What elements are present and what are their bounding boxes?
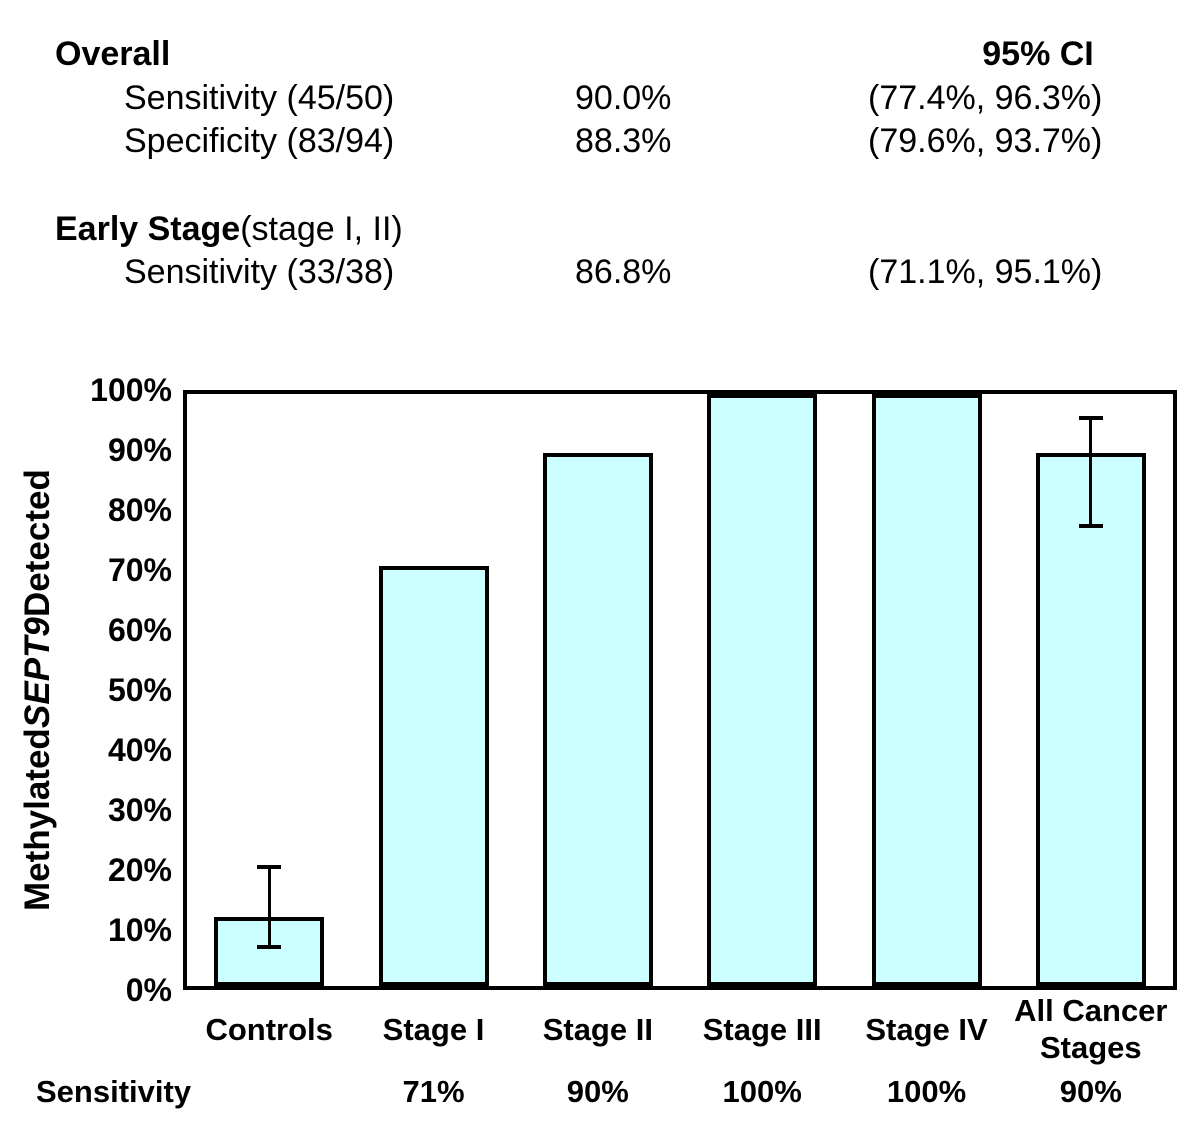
x-label-stage-iv: Stage IV (865, 1011, 988, 1047)
sensitivity-value-stage-iii: 100% (722, 1074, 802, 1109)
early-stage-heading-suffix: (stage I, II) (240, 210, 403, 248)
sensitivity-value-stage-ii: 90% (566, 1074, 629, 1109)
overall-heading: Overall (55, 35, 171, 73)
sensitivity-value-stage-i: 71% (402, 1074, 465, 1109)
early-stage-heading-bold: Early Stage (55, 210, 241, 248)
y-tick-label-20: 20% (107, 852, 172, 888)
overall-specificity-value: 88.3% (575, 122, 672, 160)
x-label-all-cancer-stages: All Cancer Stages (1014, 993, 1168, 1065)
y-tick-label-40: 40% (107, 732, 172, 768)
bar-stage-ii (542, 453, 653, 986)
bar-stage-iii (707, 394, 818, 986)
sensitivity-value-all-cancer-stages: 90% (1059, 1074, 1122, 1109)
x-label-stage-iii: Stage III (702, 1011, 822, 1047)
early-stage-heading: Early Stage (stage I, II) (55, 208, 403, 250)
error-bar-all-cancer-stages (1078, 415, 1103, 528)
y-tick-label-100: 100% (90, 372, 172, 408)
ci-column-heading: 95% CI (982, 35, 1094, 73)
error-bar-controls (257, 865, 282, 949)
early-sensitivity-value: 86.8% (575, 253, 672, 291)
sensitivity-value-stage-iv: 100% (886, 1074, 967, 1109)
x-axis-labels: Controls Stage I Stage II Stage III Stage IV… (183, 990, 1177, 1068)
x-label-stage-i: Stage I (382, 1011, 485, 1047)
y-tick-label-60: 60% (107, 612, 172, 648)
sensitivity-row-label: Sensitivity (36, 1074, 192, 1109)
bar-stage-i (378, 565, 489, 986)
sensitivity-row: Sensitivity 71% 90% 100% 100% 90% (0, 1072, 1200, 1114)
y-tick-label-50: 50% (107, 672, 172, 708)
y-tick-label-10: 10% (107, 912, 172, 948)
overall-specificity-label: Specificity (83/94) (124, 122, 395, 160)
x-label-controls: Controls (205, 1011, 333, 1047)
error-bar-bottom-cap (1078, 523, 1103, 528)
x-label-stage-ii: Stage II (542, 1011, 653, 1047)
early-sensitivity-ci: (71.1%, 95.1%) (868, 253, 1103, 291)
overall-specificity-ci: (79.6%, 93.7%) (868, 122, 1103, 160)
y-tick-label-0: 0% (125, 972, 172, 1008)
bar-stage-iv (871, 394, 982, 986)
y-tick-label-70: 70% (107, 552, 172, 588)
plot-area (183, 390, 1177, 990)
overall-sensitivity-label: Sensitivity (45/50) (124, 79, 395, 117)
error-bar-bottom-cap (257, 944, 282, 949)
error-bar-line (1089, 415, 1093, 528)
bar-all-cancer-stages (1035, 453, 1146, 986)
overall-sensitivity-value: 90.0% (575, 79, 672, 117)
y-tick-label-90: 90% (107, 432, 172, 468)
early-sensitivity-label: Sensitivity (33/38) (124, 253, 395, 291)
y-axis-ticks: 0% 10% 20% 30% 40% 50% 60% 70% 80% 90% 100% (0, 372, 172, 1008)
error-bar-line (267, 865, 271, 949)
overall-sensitivity-ci: (77.4%, 96.3%) (868, 79, 1103, 117)
y-tick-label-30: 30% (107, 792, 172, 828)
y-tick-label-80: 80% (107, 492, 172, 528)
